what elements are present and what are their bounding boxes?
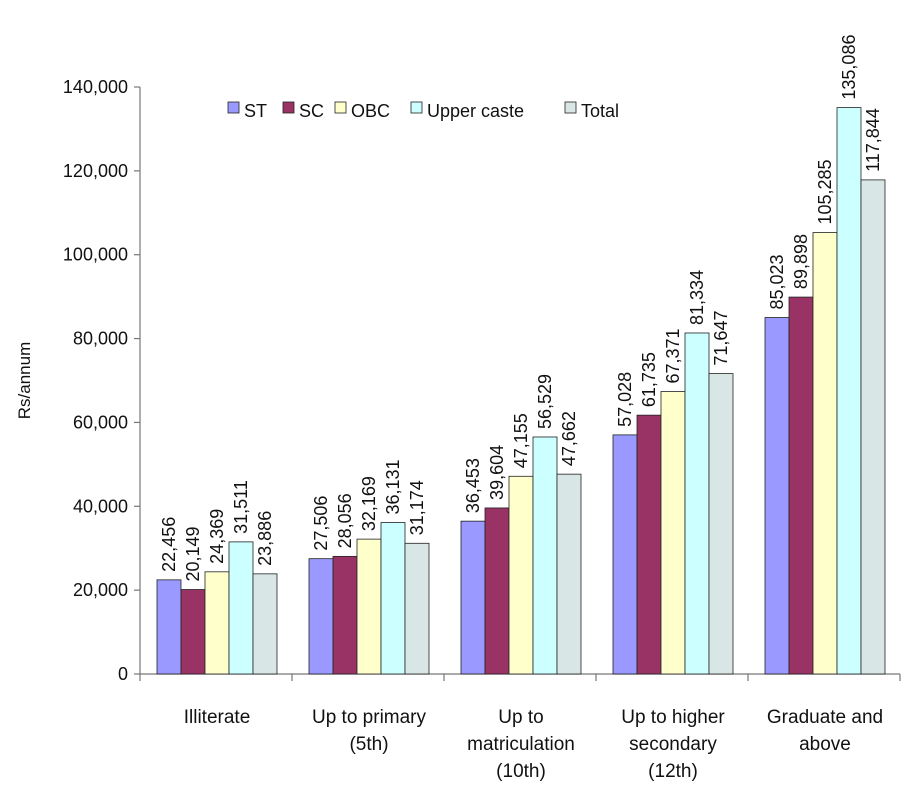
x-category-label: secondary	[629, 734, 717, 755]
data-label: 81,334	[687, 270, 707, 325]
bar-sc	[788, 296, 814, 675]
y-axis-title: Rs/annum	[15, 342, 34, 419]
bar-st	[460, 520, 486, 675]
x-category-label: Up to	[498, 707, 543, 728]
bar-st	[764, 317, 790, 675]
bar-st	[308, 558, 334, 675]
y-tick-label: 80,000	[73, 329, 128, 349]
x-category-label: above	[799, 734, 851, 755]
x-category-label: (5th)	[349, 734, 388, 755]
legend-swatch	[410, 101, 423, 114]
data-label: 57,028	[615, 372, 635, 427]
data-label: 39,604	[487, 445, 507, 500]
x-category-label: matriculation	[467, 734, 575, 755]
data-label: 85,023	[767, 254, 787, 309]
bar-total	[708, 373, 734, 675]
bar-total	[860, 179, 886, 675]
legend-label: OBC	[351, 101, 390, 121]
bar-upper-caste	[532, 436, 558, 675]
legend-label: ST	[244, 101, 267, 121]
data-label: 47,155	[511, 413, 531, 468]
bar-total	[404, 542, 430, 675]
data-label: 71,647	[711, 311, 731, 366]
data-label: 56,529	[535, 374, 555, 429]
y-tick-label: 20,000	[73, 580, 128, 600]
data-label: 22,456	[159, 517, 179, 572]
y-tick-label: 0	[118, 664, 128, 684]
data-label: 23,886	[255, 511, 275, 566]
x-category-label: Up to primary	[312, 707, 427, 728]
legend-swatch	[282, 101, 295, 114]
data-label: 61,735	[639, 352, 659, 407]
x-category-label: Illiterate	[184, 707, 251, 728]
bar-upper-caste	[836, 107, 862, 675]
bar-sc	[332, 555, 358, 675]
bar-sc	[484, 507, 510, 675]
bar-st	[612, 434, 638, 675]
data-label: 105,285	[815, 159, 835, 224]
data-label: 117,844	[863, 108, 883, 172]
bar-total	[556, 473, 582, 675]
x-category-label: Graduate and	[767, 707, 883, 728]
data-label: 47,662	[559, 411, 579, 466]
bar-obc	[508, 475, 534, 675]
data-label: 32,169	[359, 476, 379, 531]
legend-swatch	[334, 101, 347, 114]
y-tick-label: 100,000	[63, 245, 128, 265]
bar-sc	[180, 589, 206, 675]
legend-swatch	[227, 101, 240, 114]
data-label: 24,369	[207, 509, 227, 564]
data-label: 36,453	[463, 458, 483, 513]
legend-label: Upper caste	[427, 101, 524, 121]
data-label: 31,174	[407, 480, 427, 535]
x-category-label: (10th)	[496, 761, 546, 782]
bar-upper-caste	[228, 541, 254, 675]
data-label: 36,131	[383, 459, 403, 514]
x-category-label: (12th)	[648, 761, 698, 782]
bar-obc	[204, 571, 230, 675]
data-label: 89,898	[791, 234, 811, 289]
y-tick-label: 40,000	[73, 496, 128, 516]
data-label: 135,086	[839, 35, 859, 100]
bar-obc	[812, 232, 838, 675]
bar-upper-caste	[684, 332, 710, 675]
data-label: 67,371	[663, 328, 683, 383]
data-label: 31,511	[231, 480, 251, 534]
bars	[156, 107, 886, 675]
data-label: 28,056	[335, 493, 355, 548]
axes: 0 20,000 40,000 60,000 80,000 100,000 120,000 1…	[15, 77, 901, 782]
bar-upper-caste	[380, 522, 406, 675]
bar-total	[252, 573, 278, 675]
legend-label: SC	[299, 101, 324, 121]
legend-swatch	[564, 101, 577, 114]
bar-sc	[636, 414, 662, 675]
bar-obc	[660, 391, 686, 675]
data-label: 20,149	[183, 526, 203, 581]
data-label: 27,506	[311, 496, 331, 551]
y-tick-label: 120,000	[63, 161, 128, 181]
bar-obc	[356, 538, 382, 675]
bar-st	[156, 579, 182, 675]
x-category-label: Up to higher	[621, 707, 725, 728]
legend-label: Total	[581, 101, 619, 121]
y-tick-label: 140,000	[63, 77, 128, 97]
y-tick-label: 60,000	[73, 412, 128, 432]
legend: ST SC OBC Upper caste Total	[227, 101, 619, 121]
